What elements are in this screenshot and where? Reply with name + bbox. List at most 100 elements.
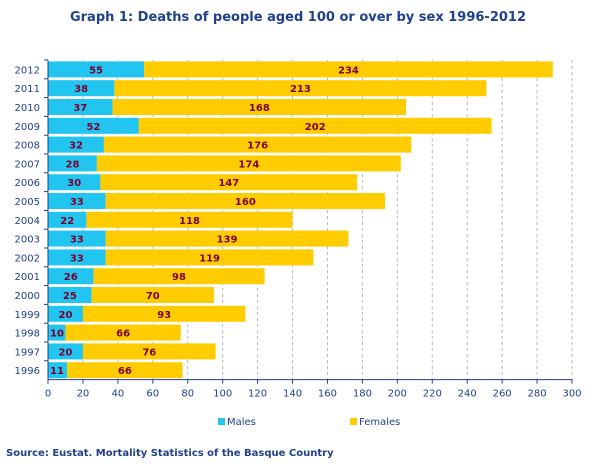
bar-males-2011	[48, 80, 115, 97]
data-labels: 55 234 38 213 37 168 52 202 32 176 28 174 30 147 33 160…	[50, 65, 359, 377]
bars	[48, 61, 553, 379]
bar-males-2003	[48, 230, 106, 247]
data-label: 119	[199, 253, 220, 264]
y-tick-label: 2004	[15, 216, 40, 227]
bar-females-2008	[103, 136, 412, 153]
y-tick-label: 2002	[15, 253, 40, 264]
data-label: 160	[235, 197, 256, 208]
data-label: 93	[157, 310, 171, 321]
bar-males-2012	[48, 61, 145, 78]
bar-females-2011	[114, 80, 487, 97]
data-label: 25	[63, 291, 77, 302]
x-tick-label: 140	[283, 389, 302, 400]
data-label: 76	[142, 347, 156, 358]
y-tick-label: 2009	[15, 122, 40, 133]
x-tick-label: 160	[318, 389, 337, 400]
bar-males-1997	[48, 343, 83, 360]
y-tick-label: 2007	[15, 159, 40, 170]
bar-females-2009	[138, 117, 492, 134]
y-tick-label: 1997	[15, 347, 40, 358]
data-label: 66	[116, 329, 130, 340]
data-label: 202	[305, 122, 326, 133]
x-tick-label: 80	[181, 389, 194, 400]
y-tick-label: 2005	[15, 197, 40, 208]
data-label: 28	[65, 159, 79, 170]
bar-females-2001	[93, 268, 265, 285]
bar-females-2002	[105, 249, 314, 266]
data-label: 33	[70, 235, 84, 246]
y-tick-label: 2010	[15, 103, 40, 114]
data-label: 22	[60, 216, 74, 227]
bar-males-2009	[48, 117, 139, 134]
y-tick-label: 2012	[15, 65, 40, 76]
data-label: 70	[146, 291, 160, 302]
bar-males-2000	[48, 287, 92, 303]
x-tick-label: 40	[111, 389, 124, 400]
x-tick-label: 240	[458, 389, 477, 400]
bar-females-2005	[105, 193, 386, 209]
bar-females-1998	[65, 324, 181, 341]
data-label: 174	[238, 159, 259, 170]
y-tick-label: 1998	[15, 329, 40, 340]
legend-label-females: Females	[359, 417, 400, 428]
data-label: 176	[247, 141, 268, 152]
bar-males-2010	[48, 99, 113, 115]
data-label: 38	[74, 84, 88, 95]
data-label: 147	[218, 178, 239, 189]
bar-males-2002	[48, 249, 106, 266]
y-tick-label: 1999	[15, 310, 40, 321]
y-tick-label: 2000	[15, 291, 40, 302]
bar-males-1999	[48, 305, 83, 322]
legend-label-males: Males	[227, 417, 256, 428]
legend-swatch-females	[350, 418, 357, 425]
y-tick-label: 2008	[15, 141, 40, 152]
legend: Males Females	[218, 417, 400, 428]
x-tick-label: 120	[248, 389, 267, 400]
data-label: 26	[64, 272, 78, 283]
bar-females-1996	[67, 362, 183, 379]
source-note: Source: Eustat. Mortality Statistics of …	[6, 448, 334, 459]
y-tick-label: 1996	[15, 366, 40, 377]
bar-females-2006	[100, 174, 358, 191]
axes: 0 20 40 60 80 100 120 140 160 180 200 220 240 260 280 3…	[15, 59, 582, 400]
x-tick-label: 260	[493, 389, 512, 400]
data-label: 66	[118, 366, 132, 377]
data-label: 11	[50, 366, 64, 377]
stacked-bar-chart: 55 234 38 213 37 168 52 202 32 176 28 174 30 147 33 160…	[15, 59, 582, 428]
x-tick-label: 0	[45, 389, 51, 400]
bar-females-2012	[144, 61, 553, 78]
x-tick-label: 200	[388, 389, 407, 400]
bar-females-2000	[91, 287, 214, 303]
data-label: 168	[249, 103, 270, 114]
data-label: 98	[172, 272, 186, 283]
bar-males-2007	[48, 155, 97, 172]
x-tick-label: 220	[423, 389, 442, 400]
bar-males-2005	[48, 193, 106, 209]
data-label: 32	[69, 141, 83, 152]
data-label: 52	[86, 122, 100, 133]
data-label: 139	[217, 235, 238, 246]
bar-males-1996	[48, 362, 68, 379]
x-tick-label: 20	[77, 389, 90, 400]
bar-females-1997	[82, 343, 216, 360]
bar-males-2004	[48, 211, 87, 228]
data-label: 234	[338, 65, 359, 76]
bar-females-1999	[82, 305, 246, 322]
bar-males-2008	[48, 136, 104, 153]
data-label: 33	[70, 197, 84, 208]
bar-males-2006	[48, 174, 101, 191]
data-label: 213	[290, 84, 311, 95]
bar-females-2004	[86, 211, 293, 228]
data-label: 10	[50, 329, 64, 340]
data-label: 33	[70, 253, 84, 264]
y-tick-label: 2006	[15, 178, 40, 189]
y-tick-label: 2001	[15, 272, 40, 283]
bar-females-2003	[105, 230, 349, 247]
x-tick-label: 300	[562, 389, 581, 400]
bar-males-1998	[48, 324, 66, 341]
legend-swatch-males	[218, 418, 225, 425]
bar-females-2010	[112, 99, 407, 115]
data-label: 20	[59, 310, 73, 321]
x-tick-label: 60	[146, 389, 159, 400]
y-tick-label: 2003	[15, 235, 40, 246]
